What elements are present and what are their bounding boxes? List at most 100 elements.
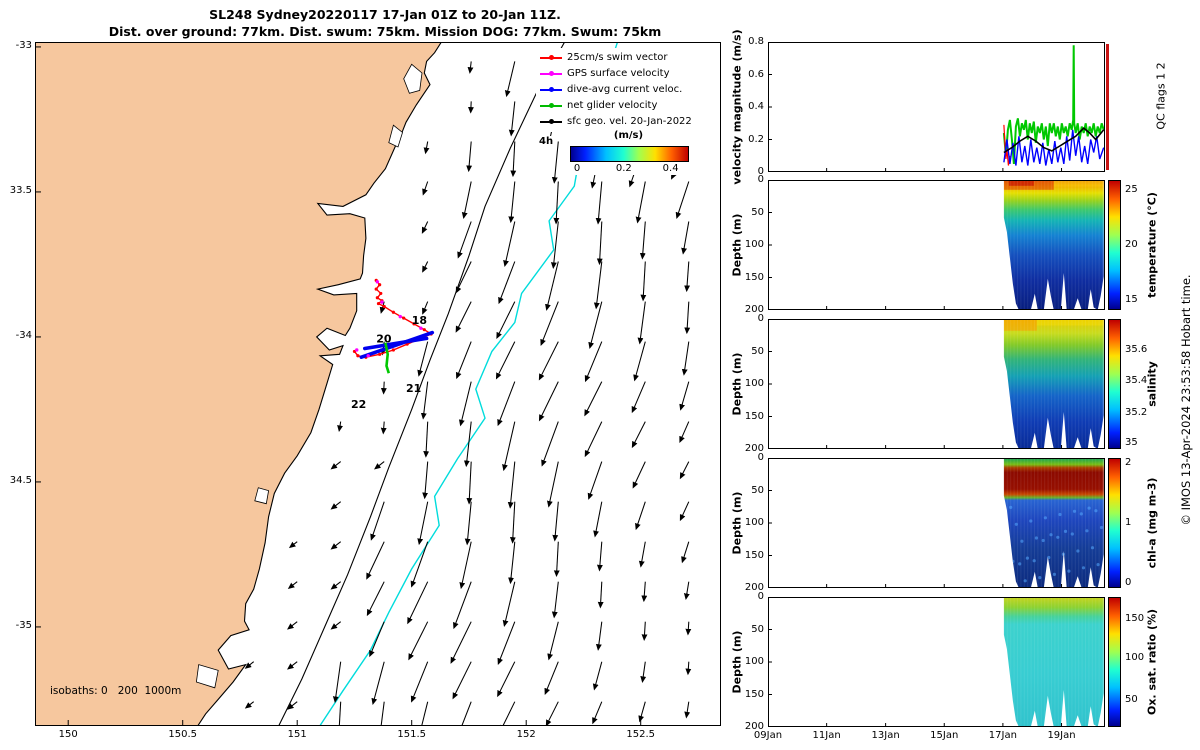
- map-ytick-label: -34: [15, 330, 32, 342]
- panel-salinity-plot: [768, 319, 1105, 449]
- legend-entry: net glider velocity: [540, 98, 692, 114]
- temperature-colorbar-tick: 15: [1125, 293, 1138, 305]
- salinity-colorbar-tick: 35.6: [1125, 344, 1148, 356]
- panel-chl-plot: [768, 458, 1105, 588]
- swim-vector-point: [356, 354, 360, 358]
- coastal-lake: [403, 63, 423, 94]
- panel-ytick-label: 0: [757, 452, 764, 463]
- swim-vector-point: [391, 348, 395, 352]
- map-colorbar-tick: 0.4: [662, 163, 679, 174]
- legend-label: GPS surface velocity: [567, 68, 670, 79]
- temperature-colorbar: [1108, 180, 1121, 310]
- panel-frame: [768, 458, 1105, 588]
- day-label: 20: [376, 333, 392, 346]
- panel-ytick-label: 50: [751, 484, 764, 496]
- salinity-surface-patch: [1003, 319, 1037, 331]
- legend-label: net glider velocity: [567, 100, 658, 111]
- swim-vector-point: [412, 322, 416, 326]
- legend-dot: [548, 103, 554, 109]
- swim-vector-point: [402, 316, 406, 320]
- map-legend: 25cm/s swim vector GPS surface velocity di…: [536, 48, 696, 132]
- panel-ytick-label: 200: [744, 582, 764, 593]
- swim-vector-point: [378, 352, 382, 356]
- panel-ytick-label: 150: [744, 410, 764, 422]
- qc-flags-note: QC flags 1 2: [1154, 62, 1168, 130]
- day-label: 18: [412, 314, 427, 327]
- swim-vector-point: [375, 296, 379, 300]
- time-tick-label: 19Jan: [1047, 730, 1076, 741]
- panel-oxsat-ylabel: Depth (m): [730, 630, 744, 694]
- map-xtick-label: 150.5: [168, 729, 198, 740]
- panel-velocity-ylabel: velocity magnitude (m/s): [730, 29, 744, 185]
- velocity-series: [1003, 124, 1011, 166]
- map-ytick-label: 33.5: [9, 185, 32, 197]
- oxsat-colorbar-tick: 100: [1125, 652, 1145, 664]
- time-tick-label: 09Jan: [753, 730, 783, 741]
- panel-ytick-label: 150: [744, 549, 764, 561]
- map-ytick-label: -33: [15, 40, 32, 52]
- panel-ytick-label: 100: [744, 517, 764, 528]
- dive-avg-current-track: [362, 336, 429, 351]
- day-label: 22: [351, 398, 366, 411]
- panel-ytick-label: 0: [757, 313, 764, 324]
- temperature-section: [1003, 180, 1104, 310]
- panel-oxsat-plot: [768, 597, 1105, 727]
- panel-frame: [768, 42, 1105, 172]
- time-tick-label: 13Jan: [871, 730, 900, 741]
- map-xtick-label: 151: [287, 729, 307, 740]
- panel-ytick-label: 50: [751, 623, 764, 635]
- gps-surface-fix: [366, 354, 370, 358]
- panel-ytick-label: 0: [757, 174, 764, 185]
- panel-ytick-label: 0.4: [748, 101, 764, 112]
- temperature-colorbar-tick: 25: [1125, 184, 1138, 196]
- map-xtick-label: 152.5: [626, 729, 656, 740]
- gps-surface-fix: [398, 314, 402, 319]
- panel-temperature-plot: [768, 180, 1105, 310]
- map-ytick-label: 34.5: [9, 475, 32, 487]
- map-title: SL248 Sydney20220117 17-Jan 01Z to 20-Ja…: [209, 7, 561, 22]
- panel-ytick-label: 200: [744, 304, 764, 315]
- map-xtick-label: 150: [58, 729, 78, 740]
- salinity-colorbar-tick: 35.4: [1125, 375, 1148, 387]
- swim-vector-point: [374, 287, 378, 291]
- oxsat-colorbar-tick: 150: [1125, 613, 1145, 625]
- panel-frame: [768, 180, 1105, 310]
- panel-ytick-label: 0.2: [748, 133, 764, 145]
- map-colorbar-tick: 0: [573, 163, 581, 174]
- temperature-colorbar-tick: 20: [1125, 239, 1138, 250]
- panel-ytick-label: 150: [744, 271, 764, 283]
- salinity-colorbar: [1108, 319, 1121, 449]
- velocity-series: [1003, 127, 1105, 154]
- salinity-surface-patch: [1036, 319, 1104, 326]
- legend-dot: [548, 55, 554, 61]
- map-xtick-label: 152: [516, 729, 536, 740]
- velocity-panel-red-bar: [1106, 44, 1109, 170]
- map-ytick-label: -35: [15, 620, 32, 632]
- legend-entry: sfc geo. vel. 20-Jan-2022: [540, 114, 692, 130]
- chl-colorbar-tick: 0: [1125, 576, 1132, 588]
- gps-surface-fix: [380, 300, 384, 304]
- swim-vector-point: [391, 310, 395, 314]
- legend-marker-icon: [540, 69, 562, 79]
- panel-ytick-label: 50: [751, 206, 764, 218]
- map-colorbar-label: (m/s): [613, 130, 644, 141]
- panel-temperature-ylabel: Depth (m): [730, 213, 744, 277]
- legend-label: sfc geo. vel. 20-Jan-2022: [567, 116, 692, 127]
- velocity-series: [1003, 129, 1105, 166]
- swim-vector-point: [382, 304, 386, 309]
- gps-surface-fix: [355, 348, 359, 352]
- isobath-1000m: [319, 42, 619, 726]
- legend-entry: dive-avg current veloc.: [540, 82, 692, 98]
- legend-marker-icon: [540, 85, 562, 95]
- chl-section: [1003, 458, 1104, 588]
- map-subtitle: Dist. over ground: 77km. Dist. swum: 75k…: [108, 24, 662, 39]
- swim-vector-point: [422, 328, 426, 332]
- legend-entry: 25cm/s swim vector: [540, 50, 692, 66]
- panel-ytick-label: 0.8: [748, 36, 764, 47]
- salinity-colorbar-label: salinity: [1145, 361, 1159, 407]
- panel-ytick-label: 0: [757, 166, 764, 177]
- panel-ytick-label: 100: [744, 656, 764, 667]
- legend-label: dive-avg current veloc.: [567, 84, 683, 95]
- legend-marker-icon: [540, 117, 562, 127]
